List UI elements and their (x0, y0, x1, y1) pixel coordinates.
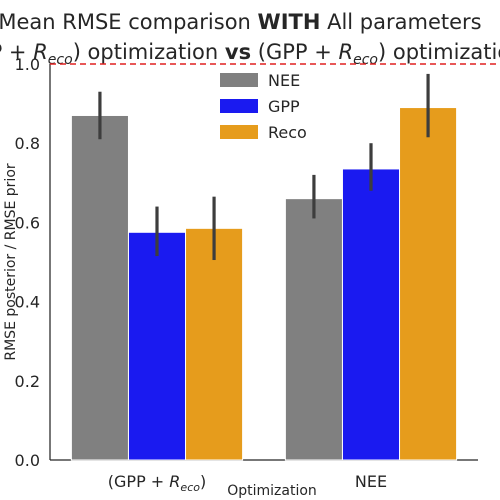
legend-swatch (220, 125, 258, 139)
legend-swatch (220, 73, 258, 87)
y-tick-label: 0.2 (15, 372, 40, 391)
y-tick-label: 0.8 (15, 134, 40, 153)
legend-label: NEE (268, 71, 300, 90)
y-tick-label: 0.0 (15, 451, 40, 470)
legend-label: Reco (268, 123, 307, 142)
bar (284, 198, 343, 461)
bar (185, 227, 244, 461)
legend-swatch (220, 99, 258, 113)
bar (70, 114, 129, 461)
chart-title-line2: (GPP + Reco) optimization vs (GPP + Reco… (0, 40, 500, 68)
bar (341, 168, 401, 461)
y-tick-label: 0.4 (15, 293, 40, 312)
x-tick-label: (GPP + Reco) (108, 472, 206, 494)
x-tick-label: NEE (355, 472, 387, 491)
y-axis-label: RMSE posterior / RMSE prior (3, 163, 19, 361)
x-axis-label: Optimization (227, 483, 317, 499)
chart-title-line1: Mean RMSE comparison WITH All parameters (0, 10, 482, 34)
legend-label: GPP (268, 97, 300, 116)
plot-area: 0.0 0.2 0.4 0.6 0.8 1.0 (GPP + Reco) NEE NEE GPP R… (15, 55, 500, 494)
bar (399, 107, 458, 461)
y-tick-label: 1.0 (15, 55, 40, 74)
y-tick-label: 0.6 (15, 213, 40, 232)
bar (127, 231, 187, 461)
